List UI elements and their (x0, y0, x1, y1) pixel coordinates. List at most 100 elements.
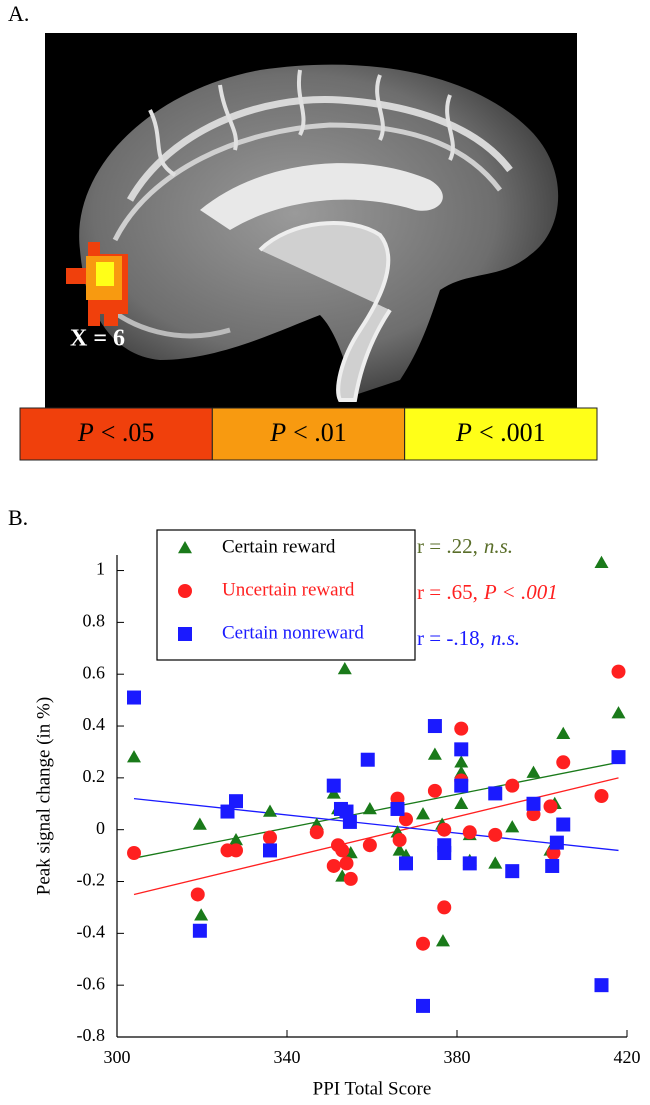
triangle-marker (363, 802, 377, 814)
triangle-marker (416, 807, 430, 819)
annotation-emphasis: n.s. (484, 534, 513, 558)
y-tick-label: 0.4 (83, 714, 106, 734)
fit-line (134, 778, 619, 895)
annotation: r = .65,P < .001 (417, 580, 558, 604)
square-marker (263, 843, 277, 857)
x-tick-label: 300 (104, 1047, 131, 1067)
annotation-emphasis: n.s. (491, 626, 520, 650)
square-marker (127, 691, 141, 705)
colorbar-label: P< .01 (269, 418, 347, 447)
slice-label: X = 6 (70, 326, 125, 352)
square-marker (428, 719, 442, 733)
circle-marker (556, 755, 570, 769)
legend-label: Certain reward (222, 536, 336, 557)
square-marker (463, 856, 477, 870)
triangle-marker (612, 706, 626, 718)
square-marker (550, 836, 564, 850)
triangle-marker (556, 727, 570, 739)
square-marker (361, 753, 375, 767)
triangle-marker (454, 755, 468, 767)
colorbar-label: P< .001 (455, 418, 546, 447)
square-marker (545, 859, 559, 873)
annotation: r = -.18,n.s. (417, 626, 520, 650)
triangle-marker (127, 750, 141, 762)
square-marker (399, 856, 413, 870)
square-marker (595, 978, 609, 992)
circle-marker (437, 823, 451, 837)
square-marker (437, 846, 451, 860)
circle-marker (488, 828, 502, 842)
annotation-text: r = .65, (417, 580, 478, 604)
triangle-marker (428, 748, 442, 760)
y-tick-label: -0.6 (77, 973, 106, 993)
triangle-marker (595, 556, 609, 568)
circle-marker (463, 825, 477, 839)
triangle-marker (454, 797, 468, 809)
colorbar-label: P< .05 (77, 418, 155, 447)
legend-label: Certain nonreward (222, 622, 364, 643)
x-tick-label: 420 (614, 1047, 641, 1067)
square-marker (391, 802, 405, 816)
square-marker (416, 999, 430, 1013)
circle-marker (428, 784, 442, 798)
square-marker (178, 627, 192, 641)
circle-marker (310, 825, 324, 839)
circle-marker (178, 584, 192, 598)
x-tick-label: 340 (274, 1047, 301, 1067)
triangle-marker (338, 662, 352, 674)
annotation: r = .22,n.s. (417, 534, 513, 558)
y-tick-label: -0.2 (77, 870, 106, 890)
square-marker (612, 750, 626, 764)
annotation-text: r = -.18, (417, 626, 485, 650)
circle-marker (335, 843, 349, 857)
panel-label: B. (8, 505, 28, 530)
x-tick-label: 380 (444, 1047, 471, 1067)
triangle-marker (488, 856, 502, 868)
square-marker (193, 924, 207, 938)
circle-marker (437, 900, 451, 914)
p-symbol: P (269, 418, 286, 447)
square-marker (505, 864, 519, 878)
circle-marker (363, 838, 377, 852)
triangle-marker (436, 934, 450, 946)
p-threshold: < .001 (479, 418, 546, 447)
p-symbol: P (77, 418, 94, 447)
y-tick-label: -0.8 (77, 1025, 106, 1045)
p-threshold: < .05 (101, 418, 155, 447)
triangle-marker (194, 908, 208, 920)
y-tick-label: 0.6 (83, 662, 106, 682)
circle-marker (393, 833, 407, 847)
square-marker (454, 779, 468, 793)
square-marker (527, 797, 541, 811)
y-axis-label: Peak signal change (in %) (33, 697, 54, 895)
square-marker (454, 742, 468, 756)
square-marker (488, 786, 502, 800)
legend-label: Uncertain reward (222, 579, 355, 600)
square-marker (327, 779, 341, 793)
figure: A.X = 6P< .05P< .01P< .001B.-0.8-0.6-0.4… (0, 0, 650, 1105)
x-axis-label: PPI Total Score (313, 1078, 432, 1099)
circle-marker (340, 856, 354, 870)
circle-marker (612, 665, 626, 679)
circle-marker (327, 859, 341, 873)
square-marker (229, 794, 243, 808)
annotation-text: r = .22, (417, 534, 478, 558)
circle-marker (544, 799, 558, 813)
y-tick-label: 1 (96, 559, 105, 579)
circle-marker (263, 830, 277, 844)
panel-label: A. (8, 1, 29, 26)
y-tick-label: 0.2 (83, 766, 106, 786)
circle-marker (505, 779, 519, 793)
triangle-marker (527, 766, 541, 778)
circle-marker (416, 937, 430, 951)
square-marker (343, 815, 357, 829)
circle-marker (127, 846, 141, 860)
circle-marker (229, 843, 243, 857)
circle-marker (454, 722, 468, 736)
y-tick-label: 0 (96, 818, 105, 838)
triangle-marker (505, 820, 519, 832)
triangle-marker (263, 805, 277, 817)
circle-marker (595, 789, 609, 803)
y-tick-label: 0.8 (83, 611, 106, 631)
triangle-marker (193, 818, 207, 830)
